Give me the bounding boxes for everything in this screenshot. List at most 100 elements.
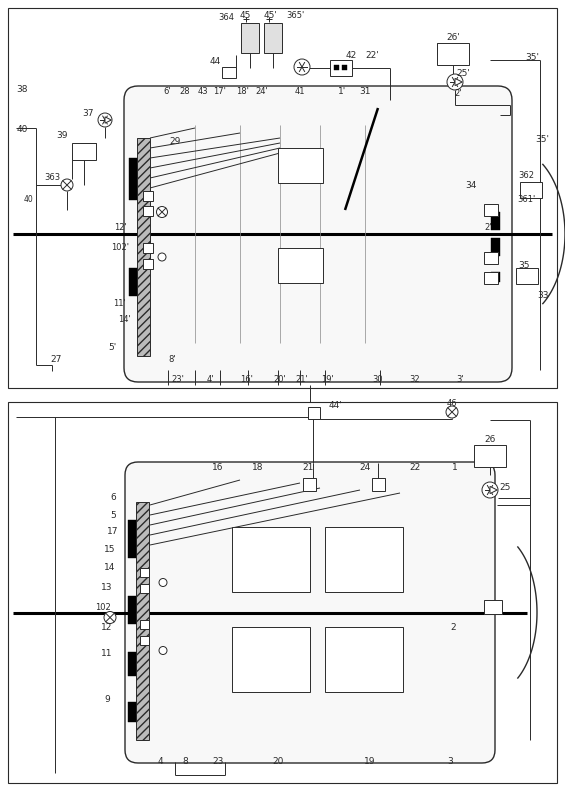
Text: 22': 22'	[365, 51, 379, 60]
Text: 25: 25	[499, 483, 511, 491]
Bar	[491, 272, 500, 282]
Bar	[129, 158, 137, 200]
Circle shape	[294, 59, 310, 75]
Text: 31: 31	[359, 88, 371, 97]
Circle shape	[482, 482, 498, 498]
Text: 6': 6'	[163, 88, 171, 97]
Text: 26: 26	[484, 436, 496, 445]
Circle shape	[159, 646, 167, 654]
Text: 12: 12	[101, 623, 112, 633]
Text: 11': 11'	[112, 300, 125, 308]
Circle shape	[447, 74, 463, 90]
Text: 27: 27	[50, 355, 62, 365]
Text: 43: 43	[198, 88, 208, 97]
Text: 37: 37	[82, 108, 94, 118]
Text: 6: 6	[110, 493, 116, 501]
Text: 32: 32	[410, 374, 420, 384]
Text: 41: 41	[295, 88, 305, 97]
Text: 20': 20'	[273, 374, 286, 384]
Bar	[278, 248, 323, 283]
Text: 22: 22	[410, 463, 420, 471]
Text: 39: 39	[56, 131, 68, 141]
Bar	[325, 527, 403, 592]
Text: 21': 21'	[295, 374, 308, 384]
Text: 2: 2	[450, 623, 456, 633]
Text: 18: 18	[252, 463, 264, 471]
Bar	[437, 43, 469, 65]
Text: 9: 9	[104, 695, 110, 705]
Text: 33: 33	[537, 290, 549, 300]
Bar	[491, 212, 500, 230]
Text: 44: 44	[210, 58, 220, 66]
Text: 30: 30	[373, 374, 383, 384]
Text: 4': 4'	[206, 374, 214, 384]
Text: 26': 26'	[446, 33, 460, 43]
Bar	[143, 243, 153, 253]
FancyBboxPatch shape	[124, 86, 512, 382]
Text: 102: 102	[95, 603, 111, 611]
Text: 365': 365'	[286, 10, 304, 20]
Bar	[143, 206, 153, 216]
Text: 12': 12'	[114, 224, 127, 233]
Text: 25': 25'	[456, 70, 470, 78]
FancyBboxPatch shape	[125, 462, 495, 763]
Text: 11: 11	[101, 649, 113, 658]
Text: 364: 364	[218, 13, 234, 21]
Text: 23: 23	[212, 758, 224, 766]
Text: 102': 102'	[111, 243, 129, 252]
Circle shape	[159, 578, 167, 586]
Text: 19: 19	[364, 758, 376, 766]
Text: 19': 19'	[320, 374, 333, 384]
Bar	[308, 407, 320, 419]
Text: 40: 40	[16, 126, 28, 134]
Bar	[342, 65, 347, 70]
Bar	[491, 238, 500, 256]
Bar	[128, 596, 136, 624]
Text: 3': 3'	[456, 374, 464, 384]
Bar	[136, 502, 149, 740]
Text: 8: 8	[182, 758, 188, 766]
Text: 45': 45'	[264, 10, 278, 20]
Text: 3: 3	[447, 758, 453, 766]
Text: 8': 8'	[168, 355, 176, 365]
Polygon shape	[490, 486, 497, 494]
Bar	[484, 272, 498, 284]
Bar	[128, 702, 136, 722]
Circle shape	[104, 611, 116, 623]
Bar	[143, 259, 153, 269]
Bar	[325, 627, 403, 692]
Bar	[264, 23, 282, 53]
Text: 15: 15	[105, 546, 116, 554]
Text: 363: 363	[44, 173, 60, 183]
Bar	[241, 23, 259, 53]
Bar	[232, 627, 310, 692]
Bar	[140, 619, 149, 629]
Bar	[520, 182, 542, 198]
Text: 17: 17	[107, 528, 119, 536]
Bar	[128, 652, 136, 676]
Text: 38: 38	[16, 85, 28, 94]
Text: 362: 362	[518, 171, 534, 180]
Text: 42: 42	[345, 51, 357, 60]
Bar	[484, 204, 498, 216]
Bar	[8, 8, 557, 388]
Text: 1': 1'	[338, 88, 346, 97]
Bar	[222, 67, 236, 78]
Circle shape	[446, 406, 458, 418]
Text: 361': 361'	[517, 195, 535, 205]
Text: 13: 13	[101, 584, 113, 592]
Text: 23': 23'	[172, 374, 184, 384]
Text: 44': 44'	[328, 400, 342, 410]
Text: 14: 14	[105, 563, 116, 573]
Text: 28: 28	[180, 88, 190, 97]
Circle shape	[61, 179, 73, 191]
Text: 24': 24'	[255, 88, 268, 97]
Text: 35: 35	[518, 260, 530, 270]
Text: 5: 5	[110, 510, 116, 520]
Text: 17': 17'	[214, 88, 227, 97]
Text: 24: 24	[359, 463, 371, 471]
Bar	[334, 65, 339, 70]
Text: 1: 1	[452, 463, 458, 471]
Text: 35': 35'	[525, 54, 539, 62]
Bar	[140, 584, 149, 592]
